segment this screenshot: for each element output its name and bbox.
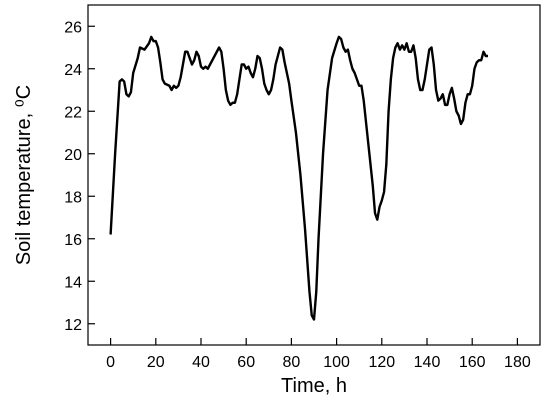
data-line [109, 35, 489, 321]
x-tick-label: 140 [414, 354, 441, 371]
y-axis-title: Soil temperature, ⁰C [13, 85, 35, 265]
x-tick-label: 0 [106, 354, 115, 371]
plot-frame [87, 4, 541, 346]
x-tick-label: 80 [283, 354, 301, 371]
x-tick-label: 180 [504, 354, 531, 371]
x-axis-title: Time, h [281, 375, 347, 397]
x-tick-label: 120 [368, 354, 395, 371]
y-tick-label: 12 [64, 317, 82, 334]
x-tick-label: 40 [192, 354, 210, 371]
y-tick-label: 26 [64, 19, 82, 36]
x-tick-label: 20 [147, 354, 165, 371]
x-tick-label: 160 [459, 354, 486, 371]
y-tick-label: 22 [64, 104, 82, 121]
x-tick-label: 60 [237, 354, 255, 371]
y-tick-label: 16 [64, 232, 82, 249]
y-tick-label: 14 [64, 274, 82, 291]
y-tick-label: 18 [64, 189, 82, 206]
y-tick-label: 20 [64, 147, 82, 164]
y-tick-label: 24 [64, 62, 82, 79]
x-tick-label: 100 [323, 354, 350, 371]
